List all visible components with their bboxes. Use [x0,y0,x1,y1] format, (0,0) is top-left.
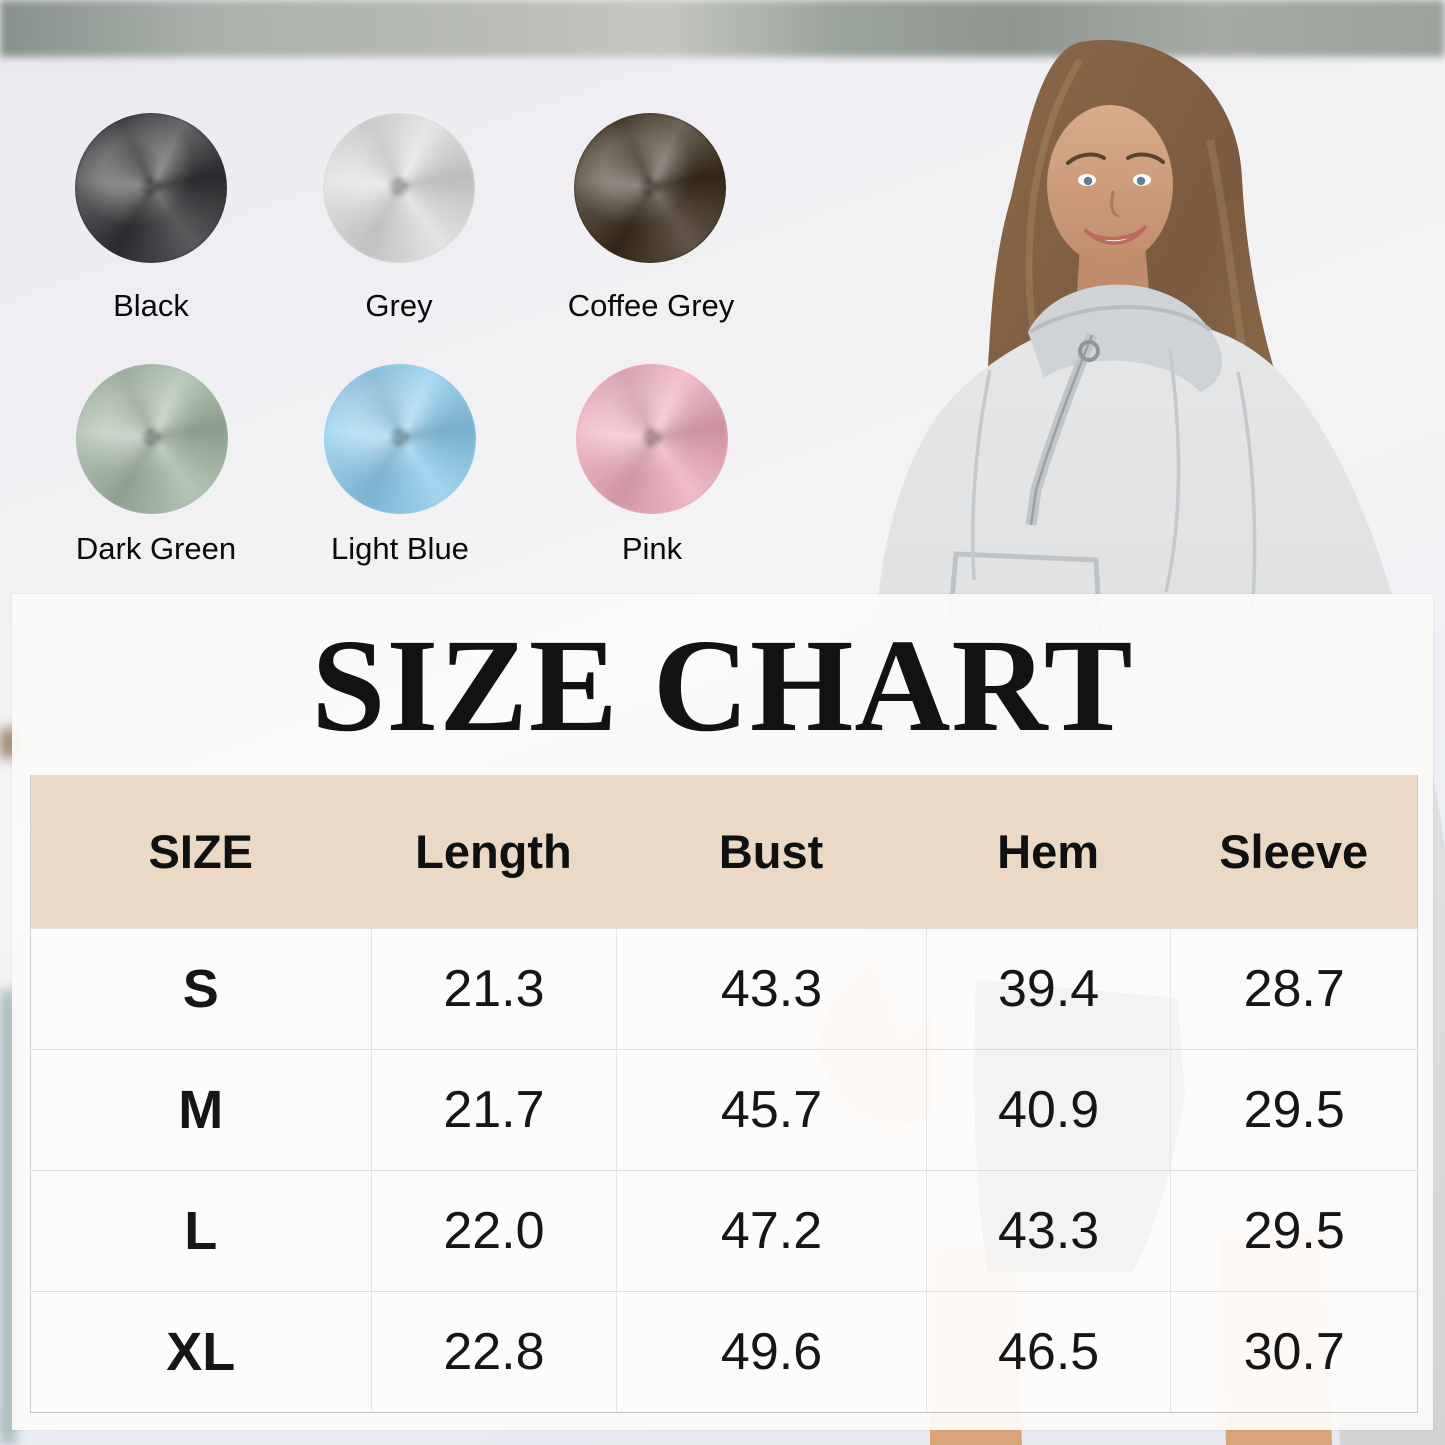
cell-bust: 49.6 [616,1292,925,1412]
size-table: SIZE Length Bust Hem Sleeve S 21.3 43.3 … [30,775,1418,1413]
background-bottom-blur [0,0,1445,57]
cell-bust: 45.7 [616,1050,925,1170]
column-header-length: Length [415,825,572,878]
size-table-header-row: SIZE Length Bust Hem Sleeve [31,775,1417,928]
cell-length: 21.3 [370,929,617,1049]
column-header-hem: Hem [997,825,1100,878]
cell-sleeve: 28.7 [1170,929,1417,1049]
cell-sleeve: 29.5 [1170,1050,1417,1170]
fabric-swatch-black [75,113,227,263]
fabric-swatch-dark-green [76,364,228,514]
cell-length: 22.8 [370,1292,617,1412]
fabric-swirl [576,364,728,514]
column-header-size: SIZE [148,825,254,878]
cell-size: M [178,1080,224,1140]
cell-sleeve: 29.5 [1170,1171,1417,1291]
fabric-swirl [75,113,227,263]
cell-bust: 43.3 [616,929,925,1049]
fabric-swatch-coffee-grey [574,113,726,263]
size-row-l: L 22.0 47.2 43.3 29.5 [31,1170,1417,1291]
cell-size: L [184,1201,218,1261]
size-row-s: S 21.3 43.3 39.4 28.7 [31,928,1417,1049]
cell-length: 22.0 [370,1171,617,1291]
swatch-label-grey: Grey [365,288,433,323]
cell-hem: 43.3 [925,1171,1171,1291]
model-face [1047,105,1173,265]
swatch-label-coffee-grey: Coffee Grey [567,288,735,323]
swatch-label-light-blue: Light Blue [331,531,469,566]
cell-size: S [182,959,219,1019]
size-row-m: M 21.7 45.7 40.9 29.5 [31,1049,1417,1170]
swatch-label-pink: Pink [621,531,683,566]
cell-hem: 39.4 [925,929,1171,1049]
fabric-swirl [574,113,726,263]
cell-length: 21.7 [370,1050,617,1170]
fabric-swatch-light-blue [324,364,476,514]
fabric-swirl [324,364,476,514]
swatch-label-black: Black [113,288,189,323]
size-row-xl: XL 22.8 49.6 46.5 30.7 [31,1291,1417,1412]
swatch-label-dark-green: Dark Green [75,531,237,566]
fabric-swirl [323,113,475,263]
cell-hem: 40.9 [925,1050,1171,1170]
cell-hem: 46.5 [925,1292,1171,1412]
fabric-swatch-pink [576,364,728,514]
fabric-swatch-grey [323,113,475,263]
cell-size: XL [166,1322,236,1382]
column-header-sleeve: Sleeve [1219,825,1369,878]
cell-sleeve: 30.7 [1170,1292,1417,1412]
column-header-bust: Bust [718,825,824,878]
zipper-pull [1078,340,1100,362]
fabric-swirl [76,364,228,514]
cell-bust: 47.2 [616,1171,925,1291]
model-smile [1083,224,1148,245]
size-chart-title: SIZE CHART [311,611,1134,759]
size-chart-panel: SIZE CHART SIZE Length Bust Hem Sleeve S… [12,594,1433,1430]
